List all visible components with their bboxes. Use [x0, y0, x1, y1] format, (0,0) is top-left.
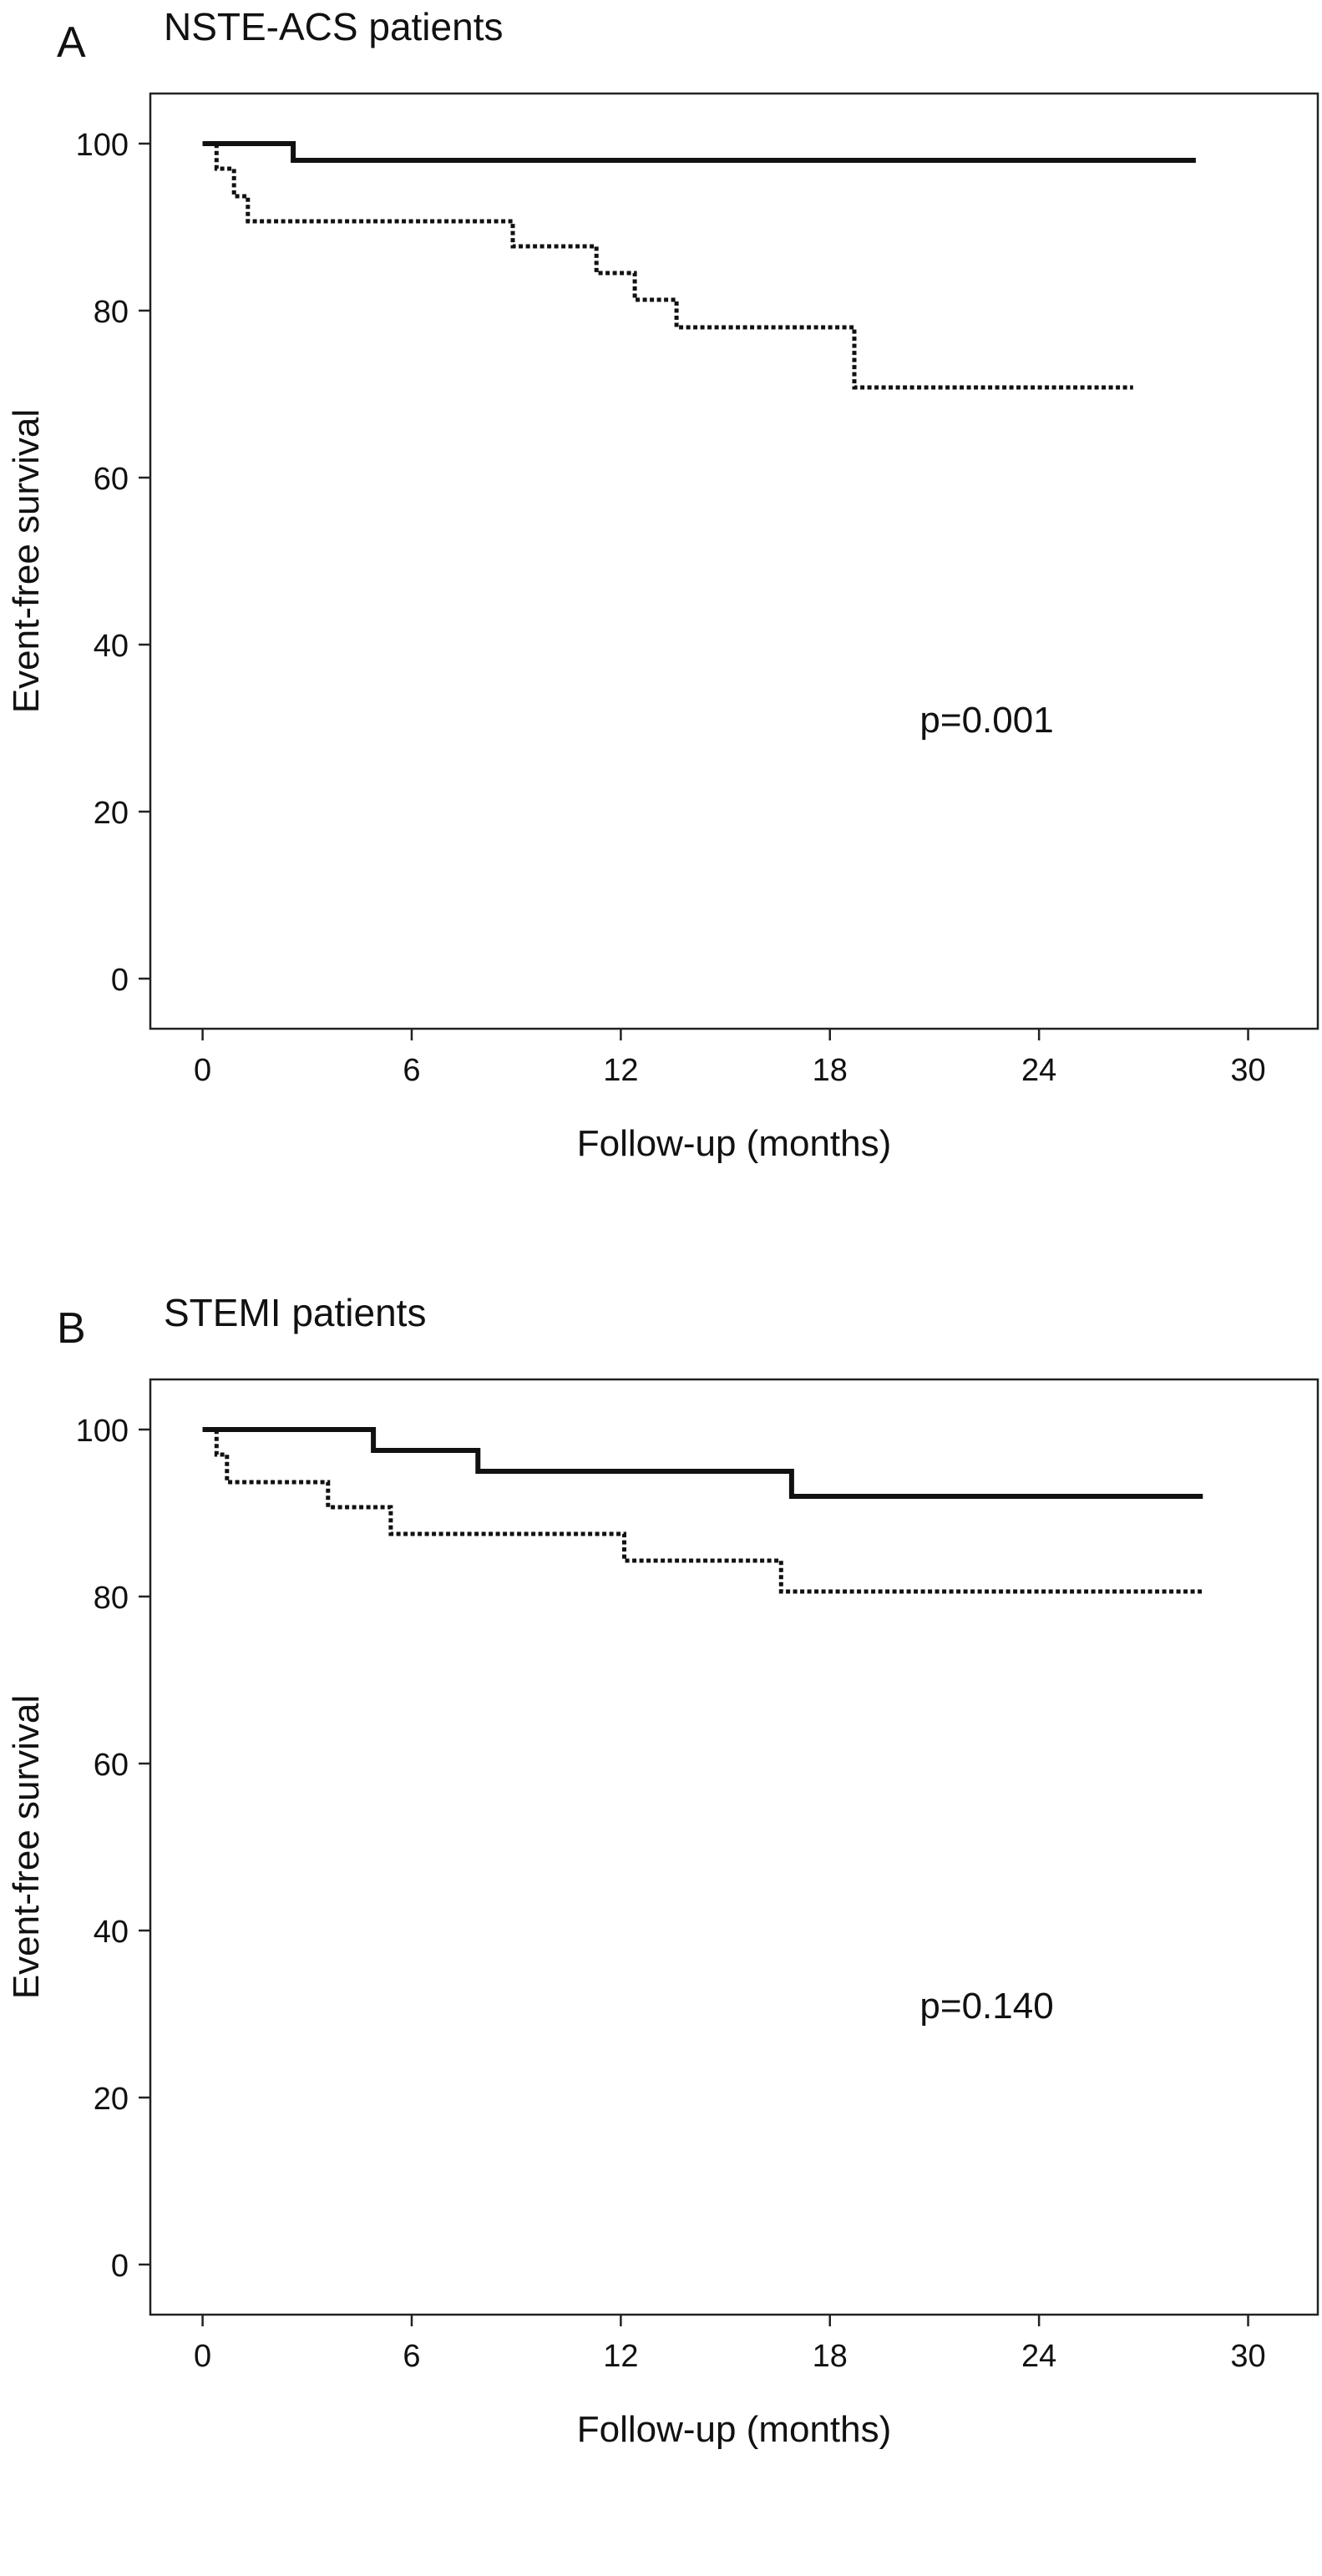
y-tick-label: 80	[94, 295, 129, 330]
y-axis-label: Event-free survival	[6, 1695, 47, 1999]
plot-frame	[149, 92, 1319, 1030]
x-tick-label: 6	[403, 1053, 420, 1088]
x-axis-label: Follow-up (months)	[577, 1123, 892, 1164]
x-tick-label: 24	[1021, 1053, 1056, 1088]
y-tick-label: 80	[94, 1581, 129, 1616]
p-value-annotation: p=0.001	[919, 700, 1053, 741]
panel-a: A NSTE-ACS patients 0 20 40 60 80 100 0 6 12 18 24 30…	[0, 0, 1322, 1286]
p-value-annotation: p=0.140	[919, 1986, 1053, 2027]
y-axis-label: Event-free survival	[6, 409, 47, 713]
x-tick-label: 30	[1230, 2339, 1265, 2374]
y-tick-label: 100	[76, 128, 129, 163]
y-tick-label: 20	[94, 2082, 129, 2117]
y-tick-label: 0	[111, 2249, 129, 2284]
y-tick-label: 0	[111, 963, 129, 998]
panel-b: B STEMI patients 0 20 40 60 80 100 0 6 12 18 24 30 Fol…	[0, 1286, 1322, 2572]
x-tick-label: 12	[603, 1053, 638, 1088]
x-axis-label: Follow-up (months)	[577, 2409, 892, 2450]
panel-label: B	[57, 1304, 86, 1353]
x-tick-label: 18	[813, 1053, 848, 1088]
chart-svg: B STEMI patients 0 20 40 60 80 100 0 6 12 18 24 30 Fol…	[6, 1291, 1319, 2450]
series-line-solid	[202, 141, 1196, 163]
x-tick-label: 30	[1230, 1053, 1265, 1088]
y-tick-label: 40	[94, 629, 129, 664]
y-tick-label: 60	[94, 1748, 129, 1783]
plot-frame	[149, 1378, 1319, 2316]
x-tick-label: 24	[1021, 2339, 1056, 2374]
y-tick-label: 20	[94, 796, 129, 831]
y-tick-label: 60	[94, 462, 129, 497]
chart-svg: A NSTE-ACS patients 0 20 40 60 80 100 0 6 12 18 24 30…	[6, 5, 1319, 1164]
x-tick-label: 18	[813, 2339, 848, 2374]
x-tick-label: 0	[194, 1053, 211, 1088]
series-line-dotted	[202, 141, 1133, 390]
panel-label: A	[57, 18, 86, 67]
chart-title: STEMI patients	[164, 1291, 426, 1334]
x-tick-label: 0	[194, 2339, 211, 2374]
chart-title: NSTE-ACS patients	[164, 5, 503, 48]
y-tick-label: 100	[76, 1414, 129, 1449]
series-line-dotted	[202, 1427, 1203, 1594]
x-tick-label: 6	[403, 2339, 420, 2374]
series-line-solid	[202, 1427, 1203, 1499]
y-tick-label: 40	[94, 1915, 129, 1950]
x-tick-label: 12	[603, 2339, 638, 2374]
